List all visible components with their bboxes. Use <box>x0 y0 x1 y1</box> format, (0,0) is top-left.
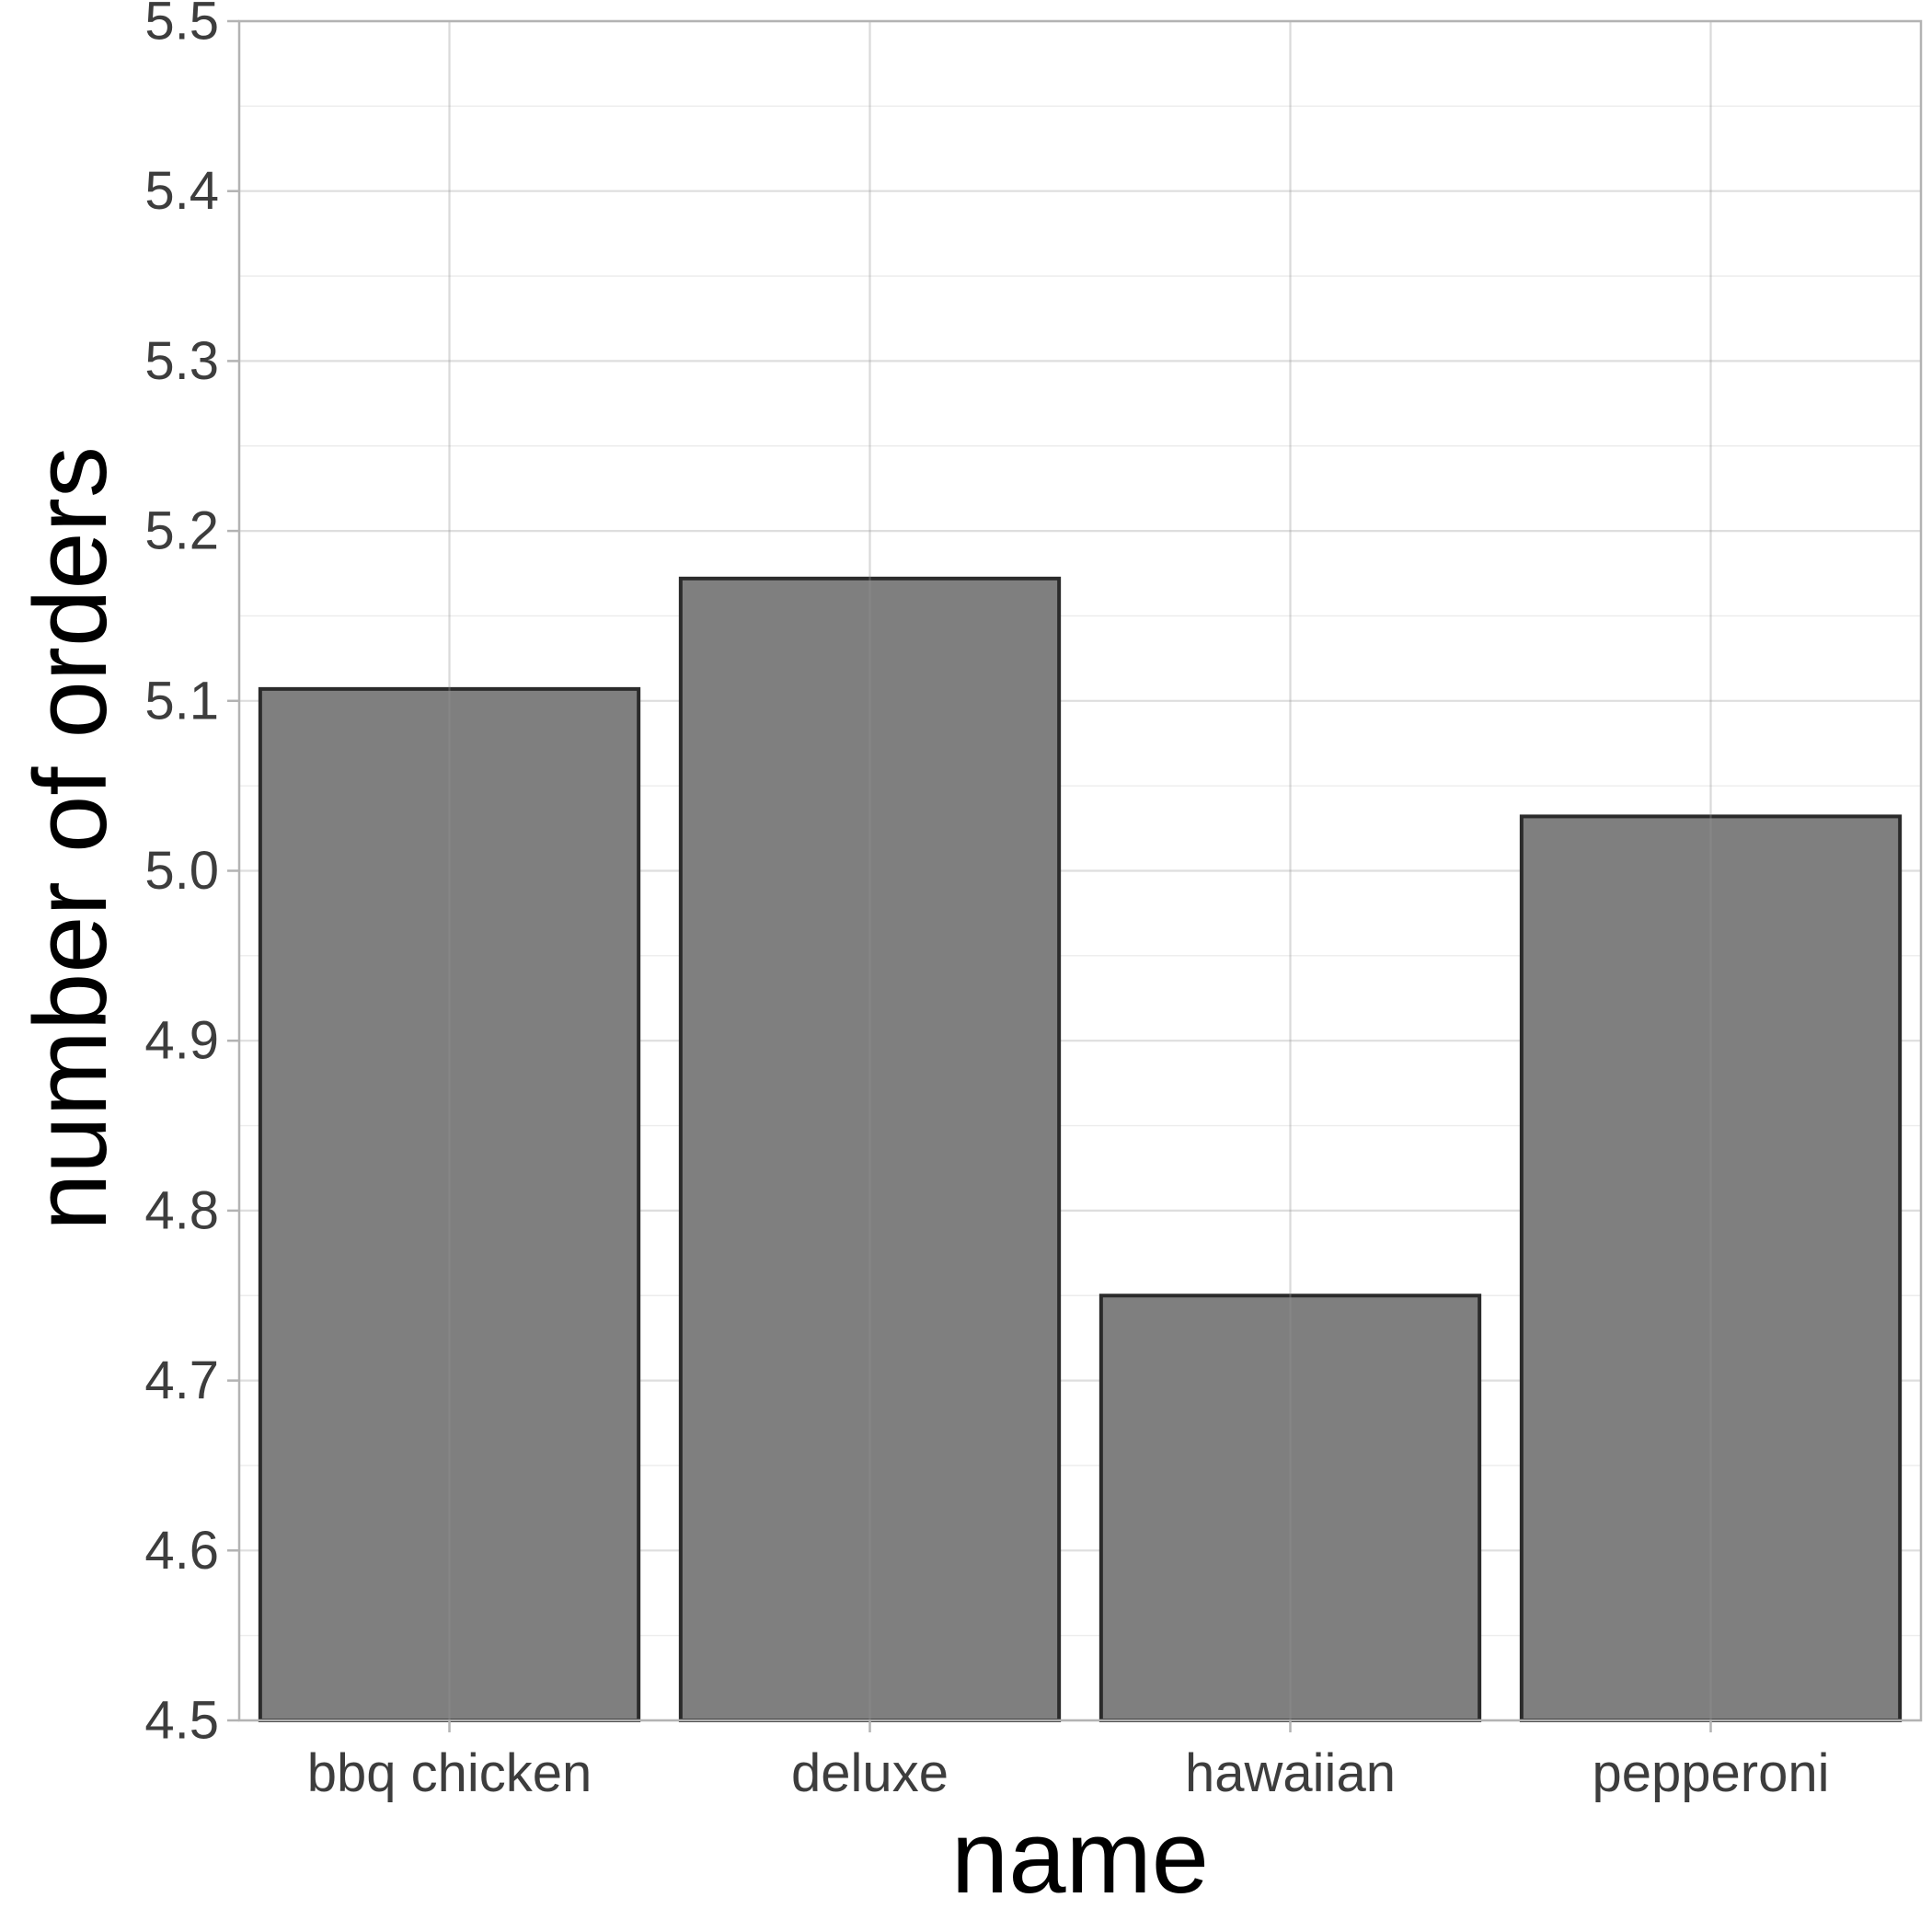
y-tick-label: 5.5 <box>144 0 219 52</box>
axis-ticks <box>227 19 1712 1732</box>
bar-bbq-chicken <box>258 686 641 1722</box>
x-axis-title: name <box>951 1800 1209 1915</box>
x-tick-label: bbq chicken <box>307 1743 592 1803</box>
y-tick-label: 5.4 <box>144 161 219 221</box>
y-axis-tick-labels: 4.5 4.6 4.7 4.8 4.9 5.0 5.1 5.2 5.3 5.4 5.5 <box>144 0 219 1751</box>
x-tick-label: pepperoni <box>1593 1743 1830 1803</box>
bar-hawaiian <box>1098 1294 1482 1722</box>
y-axis-title: number of orders <box>13 446 128 1231</box>
y-tick-label: 4.5 <box>144 1691 219 1751</box>
y-tick-label: 5.0 <box>144 841 219 901</box>
vertical-grid-lines <box>448 21 1712 1720</box>
x-tick-label: deluxe <box>791 1743 949 1803</box>
y-tick-label: 5.1 <box>144 671 219 730</box>
bar-deluxe <box>678 576 1062 1722</box>
y-tick-label: 5.3 <box>144 331 219 391</box>
y-tick-label: 4.6 <box>144 1521 219 1581</box>
y-tick-label: 4.8 <box>144 1180 219 1240</box>
bar-pepperoni <box>1519 814 1903 1722</box>
bars <box>258 576 1903 1722</box>
y-tick-label: 5.2 <box>144 501 219 561</box>
x-tick-label: hawaiian <box>1185 1743 1396 1803</box>
x-axis-tick-labels: bbq chicken deluxe hawaiian pepperoni <box>307 1743 1830 1803</box>
y-tick-label: 4.9 <box>144 1011 219 1071</box>
y-tick-label: 4.7 <box>144 1351 219 1410</box>
